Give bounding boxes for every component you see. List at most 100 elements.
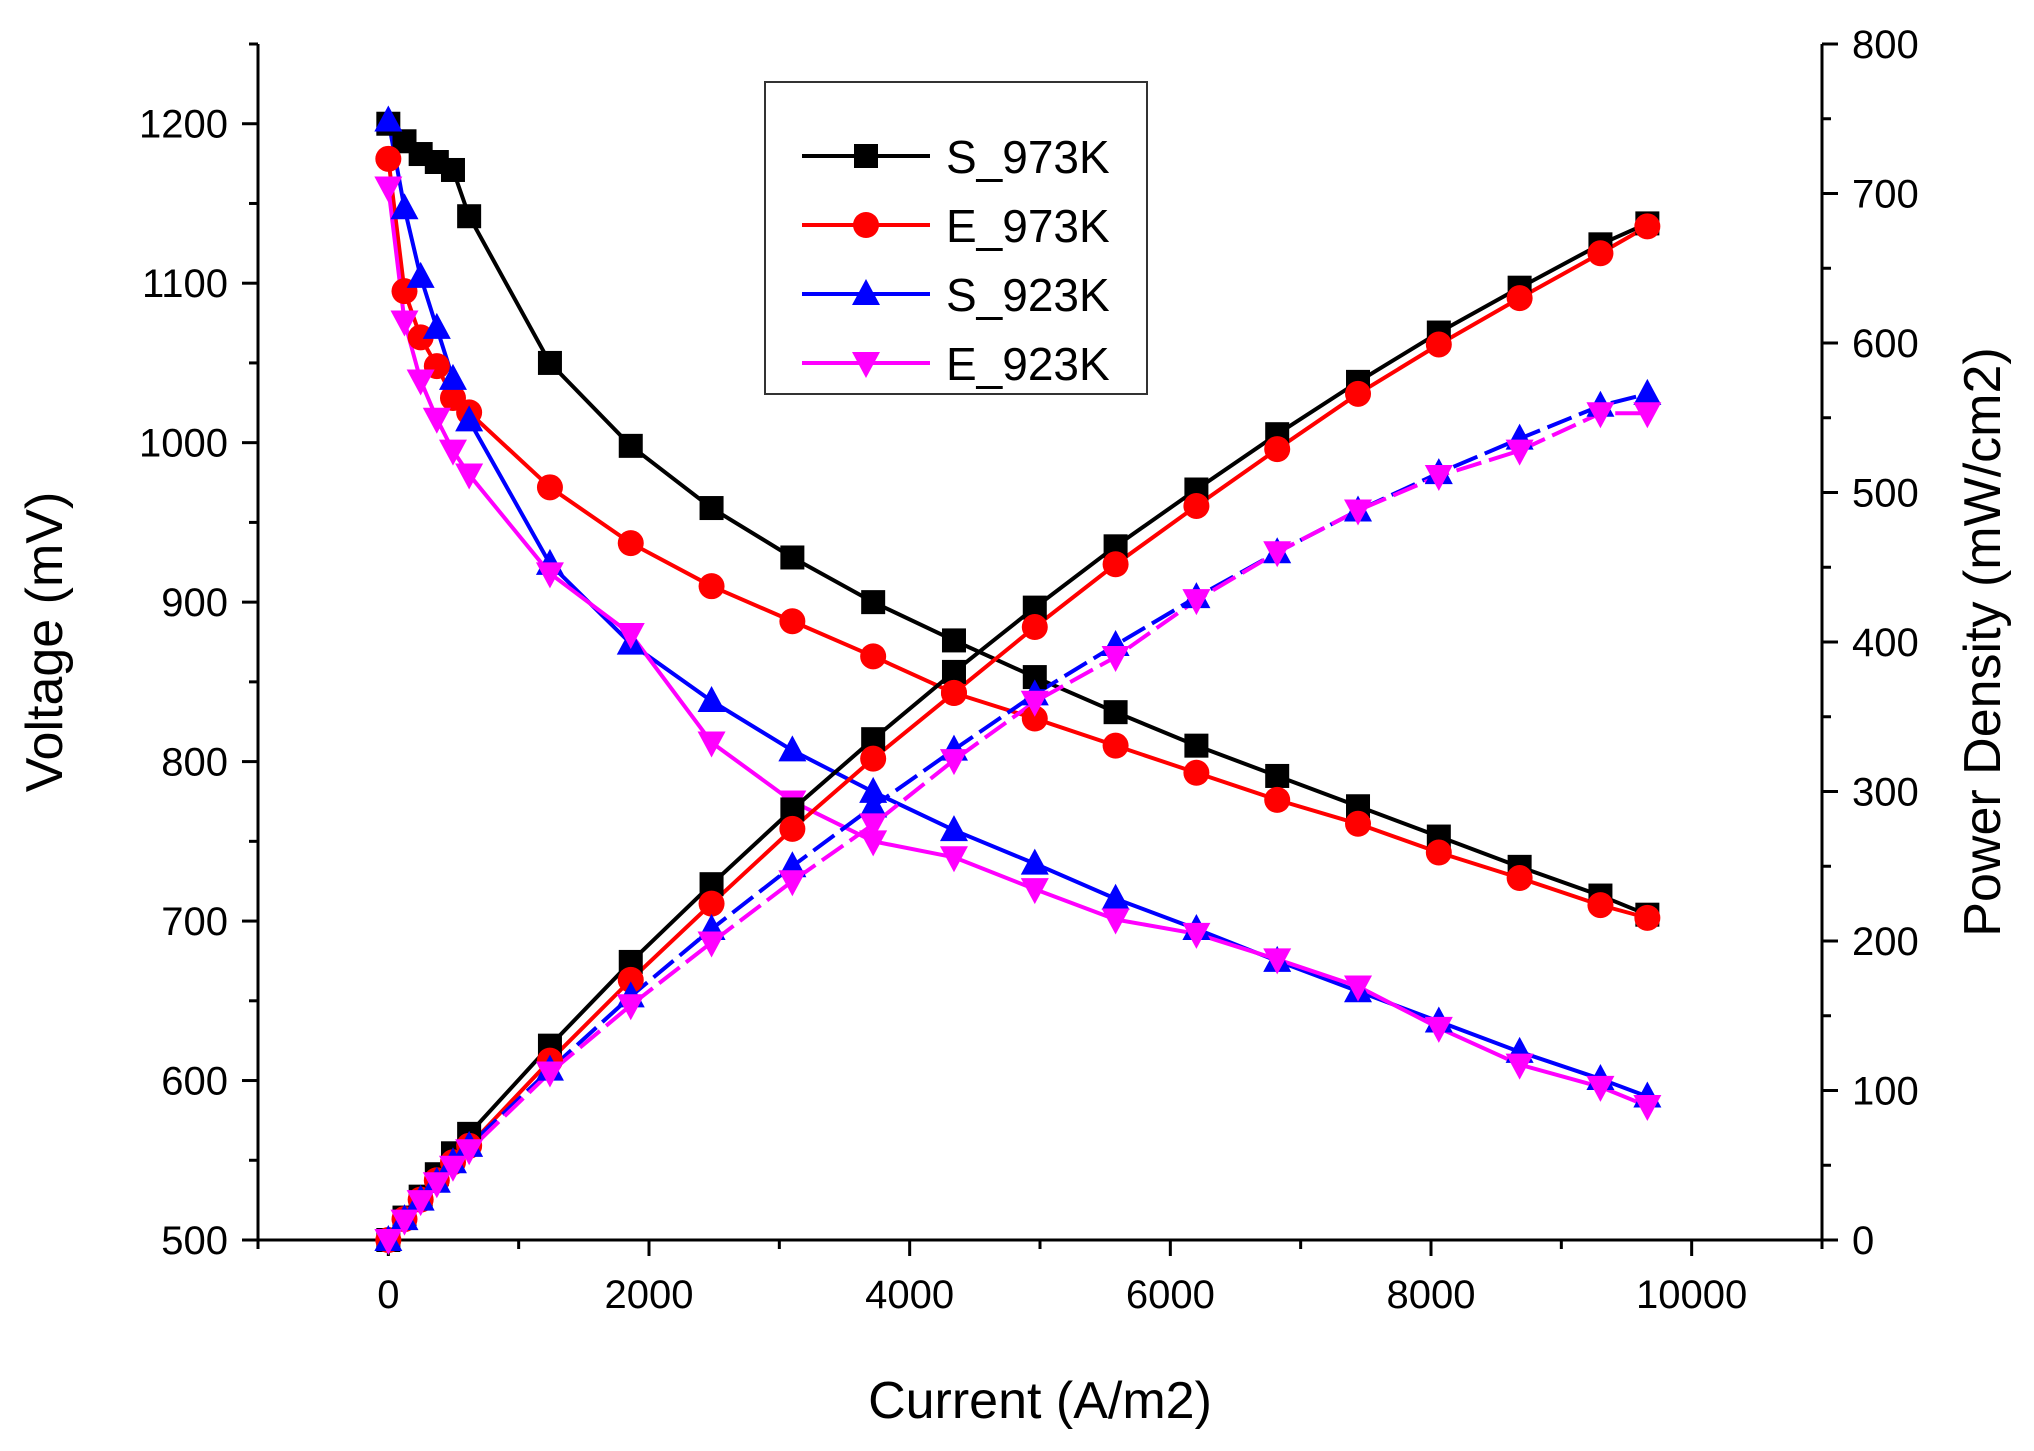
y2-tick-label: 100: [1852, 1070, 1919, 1114]
data-point: [1020, 690, 1049, 717]
x-tick-label: 8000: [1387, 1273, 1476, 1317]
data-point: [1182, 922, 1211, 949]
data-point: [440, 157, 465, 182]
data-point: [859, 830, 888, 857]
data-point: [1587, 892, 1614, 919]
y2-tick-label: 200: [1852, 920, 1919, 964]
data-point: [1345, 380, 1372, 407]
data-point: [1634, 213, 1661, 240]
data-point: [859, 791, 888, 818]
data-point: [535, 1061, 564, 1088]
y-axis-title: Voltage (mV): [16, 492, 74, 793]
data-point: [374, 1229, 403, 1255]
legend-box: [764, 81, 1148, 395]
data-point: [1101, 645, 1130, 672]
data-point: [438, 1155, 467, 1182]
data-point: [698, 573, 725, 600]
data-point: [422, 312, 451, 339]
data-point: [1633, 378, 1662, 405]
data-point: [1505, 439, 1534, 466]
data-point: [618, 433, 643, 458]
series-line: [386, 391, 1648, 1242]
data-point: [779, 815, 806, 842]
data-point: [859, 813, 888, 840]
data-point: [1506, 285, 1533, 312]
data-point: [1505, 1053, 1534, 1080]
data-point: [699, 496, 724, 521]
y-tick-label: 900: [161, 581, 228, 625]
y2-tick-label: 700: [1852, 173, 1919, 217]
data-point: [1506, 865, 1533, 892]
data-point: [406, 369, 435, 396]
data-point: [1101, 883, 1130, 910]
data-point: [617, 966, 644, 993]
data-point: [861, 590, 886, 615]
data-point: [1633, 1095, 1662, 1122]
y-tick-label: 1200: [139, 103, 228, 147]
data-point: [390, 1209, 419, 1236]
data-point: [616, 994, 645, 1021]
y2-tick-label: 800: [1852, 23, 1919, 67]
data-point: [1264, 436, 1291, 463]
data-point: [374, 176, 403, 203]
legend-label: E_973K: [946, 200, 1110, 252]
data-point: [1021, 705, 1048, 732]
legend-label: S_973K: [946, 131, 1110, 183]
data-point: [406, 261, 435, 288]
x-axis-title: Current (A/m2): [868, 1372, 1212, 1430]
data-point: [859, 776, 888, 803]
data-point: [617, 530, 644, 557]
data-point: [939, 749, 968, 776]
data-point: [374, 105, 403, 132]
data-point: [438, 439, 467, 466]
data-point: [455, 1139, 484, 1166]
data-point: [422, 1172, 451, 1199]
y2-tick-label: 500: [1852, 472, 1919, 516]
data-point: [1183, 492, 1210, 519]
data-point: [860, 643, 887, 670]
data-point: [1022, 595, 1047, 620]
series-markers: [374, 105, 1662, 1255]
data-point: [1425, 839, 1452, 866]
data-point: [860, 745, 887, 772]
data-point: [697, 931, 726, 958]
y2-axis-title: Power Density (mW/cm2): [1954, 347, 2012, 936]
data-point: [390, 310, 419, 337]
data-point: [1587, 240, 1614, 267]
data-point: [1633, 402, 1662, 429]
data-point: [616, 623, 645, 650]
data-point: [455, 463, 484, 490]
data-point: [1021, 614, 1048, 641]
data-point: [779, 608, 806, 635]
data-point: [1263, 541, 1292, 568]
legend: S_973K E_973K S_923K E_923K: [764, 81, 1148, 395]
data-point: [535, 562, 564, 589]
legend-marker: [853, 212, 879, 238]
y-tick-label: 1100: [142, 262, 228, 306]
legend-marker: [852, 352, 880, 378]
data-point: [1424, 465, 1453, 492]
x-tick-label: 0: [377, 1273, 399, 1317]
y-tick-label: 500: [161, 1219, 228, 1263]
data-point: [1020, 848, 1049, 875]
data-point: [1101, 908, 1130, 935]
data-point: [940, 679, 967, 706]
data-point: [1424, 1016, 1453, 1043]
x-tick-label: 4000: [865, 1273, 954, 1317]
data-point: [697, 731, 726, 758]
data-point: [939, 846, 968, 873]
data-point: [1425, 331, 1452, 358]
data-point: [1102, 551, 1129, 578]
data-point: [778, 735, 807, 762]
legend-marker: [852, 279, 880, 305]
data-point: [1634, 904, 1661, 931]
data-point: [698, 890, 725, 917]
data-point: [697, 686, 726, 713]
data-point: [1182, 589, 1211, 616]
y2-tick-label: 600: [1852, 322, 1919, 366]
data-point: [1265, 763, 1290, 788]
data-point: [780, 545, 805, 570]
x-tick-label: 10000: [1636, 1273, 1747, 1317]
data-point: [438, 363, 467, 390]
